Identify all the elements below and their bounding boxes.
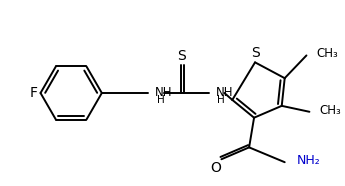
Text: O: O [210, 161, 221, 175]
Text: CH₃: CH₃ [319, 104, 341, 117]
Text: F: F [30, 86, 38, 100]
Text: H: H [217, 95, 225, 105]
Text: NH: NH [216, 86, 233, 99]
Text: S: S [178, 49, 186, 63]
Text: NH₂: NH₂ [297, 154, 320, 167]
Text: NH: NH [155, 86, 173, 99]
Text: CH₃: CH₃ [316, 47, 338, 60]
Text: H: H [157, 95, 165, 105]
Text: S: S [251, 46, 259, 60]
